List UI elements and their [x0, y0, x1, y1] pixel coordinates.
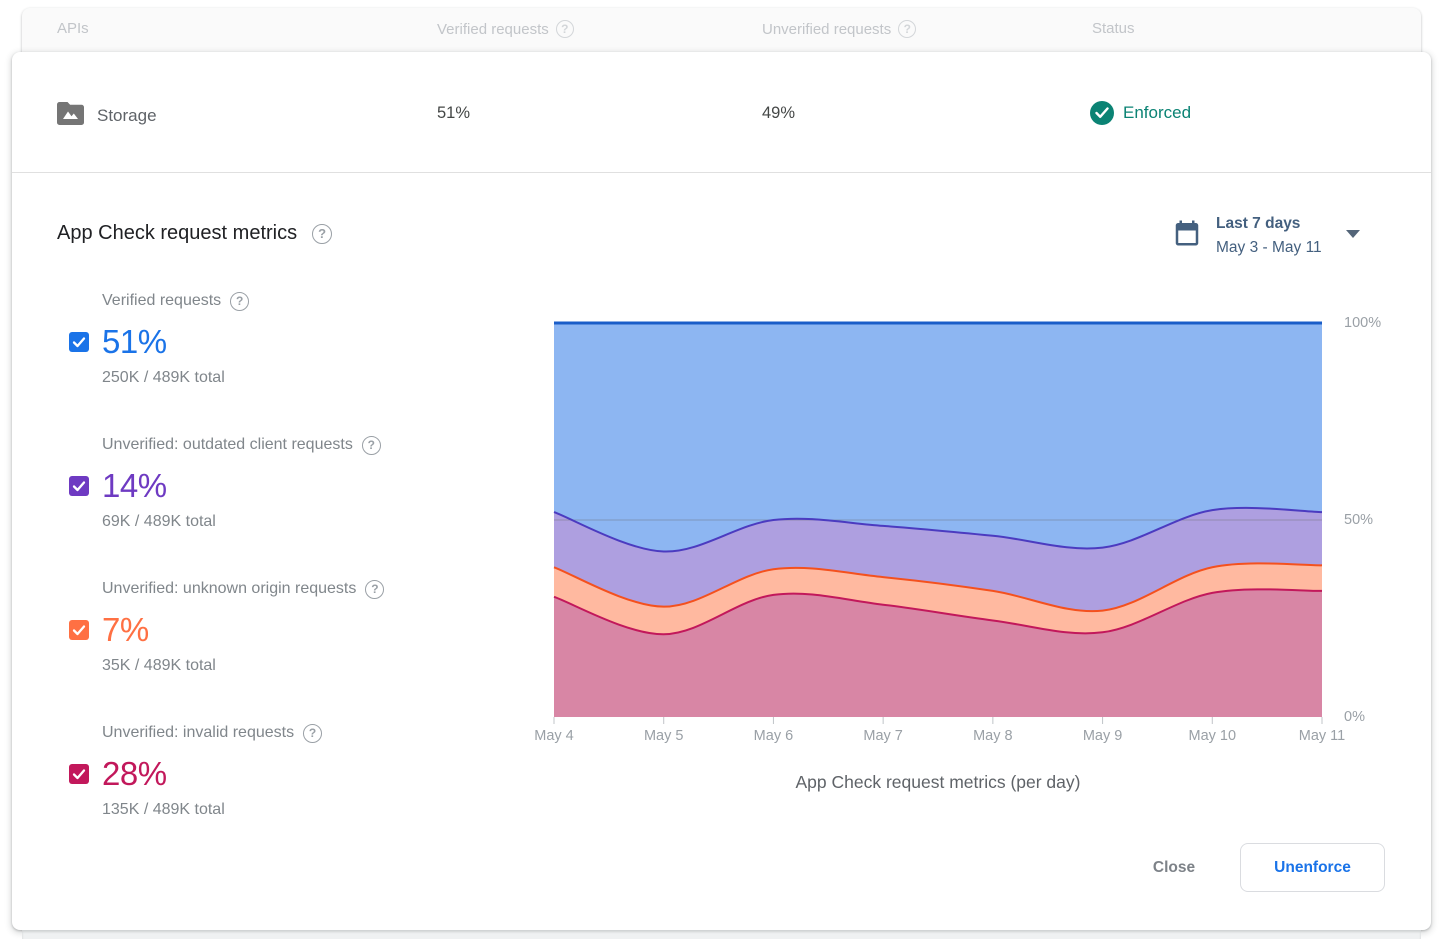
x-axis-label: May 8 — [973, 728, 1013, 744]
legend-label: Unverified: outdated client requests — [102, 436, 353, 453]
calendar-icon — [1172, 218, 1202, 253]
checkbox-invalid[interactable] — [69, 764, 89, 784]
table-bottom-strip — [22, 930, 1421, 939]
chevron-down-icon — [1345, 230, 1360, 238]
legend-percent: 28% — [102, 755, 167, 792]
x-axis-label: May 5 — [643, 728, 684, 744]
api-details-card: Storage 51% 49% Enforced App Check reque… — [12, 52, 1431, 930]
checkbox-outdated-client[interactable] — [69, 476, 89, 496]
help-icon: ? — [555, 20, 574, 38]
status-badge: Enforced — [1090, 101, 1191, 125]
legend-total: 250K / 489K total — [102, 369, 225, 386]
date-range-dates: May 3 - May 11 — [1216, 239, 1322, 256]
checkbox-unknown-origin[interactable] — [69, 620, 89, 640]
x-axis-labels: May 4 May 5 May 6 May 7 May 8 May 9 May 10 May … — [534, 728, 1345, 748]
divider — [12, 172, 1431, 173]
legend-item-unknown-origin: Unverified: unknown origin requests ? 7%… — [69, 578, 509, 676]
legend-label: Unverified: unknown origin requests — [102, 580, 357, 597]
x-axis-label: May 10 — [1188, 728, 1237, 744]
y-axis-labels: 0% 50% 100% — [1344, 315, 1404, 725]
x-axis-label: May 6 — [753, 728, 794, 744]
help-icon[interactable]: ? — [365, 579, 385, 599]
legend-percent: 7% — [102, 611, 149, 648]
x-axis-label: May 7 — [863, 728, 903, 744]
help-icon[interactable]: ? — [361, 435, 381, 455]
date-range-label: Last 7 days — [1216, 215, 1301, 232]
api-table-header: APIs Verified requests ? Unverified requ… — [22, 8, 1421, 55]
api-name: Storage — [97, 106, 157, 125]
help-icon[interactable]: ? — [312, 223, 333, 244]
x-axis-label: May 4 — [534, 728, 574, 744]
legend-total: 135K / 489K total — [102, 801, 225, 818]
stacked-area-chart — [553, 321, 1323, 724]
legend-item-invalid: Unverified: invalid requests ? 28% 135K … — [69, 722, 509, 820]
column-header-verified-requests: Verified requests ? — [437, 20, 574, 38]
y-axis-label: 50% — [1344, 512, 1374, 528]
help-icon[interactable]: ? — [303, 723, 323, 743]
chart-caption: App Check request metrics (per day) — [795, 772, 1081, 792]
column-header-unverified-requests: Unverified requests ? — [762, 20, 917, 38]
unenforce-button[interactable]: Unenforce — [1240, 843, 1385, 892]
column-header-status: Status — [1092, 20, 1135, 37]
unverified-requests-value: 49% — [762, 104, 796, 122]
column-header-apis: APIs — [57, 20, 89, 37]
date-range-picker[interactable]: Last 7 days May 3 - May 11 — [1172, 212, 1360, 260]
verified-requests-value: 51% — [437, 104, 471, 122]
legend-label: Unverified: invalid requests — [102, 724, 295, 741]
storage-icon — [57, 102, 84, 130]
section-title: App Check request metrics — [57, 222, 298, 244]
y-axis-label: 100% — [1344, 315, 1382, 331]
legend-percent: 51% — [102, 323, 167, 360]
close-button[interactable]: Close — [1124, 846, 1224, 890]
legend-label: Verified requests — [102, 292, 222, 309]
y-axis-label: 0% — [1344, 709, 1365, 725]
legend-item-outdated-client: Unverified: outdated client requests ? 1… — [69, 434, 509, 532]
legend-total: 69K / 489K total — [102, 513, 216, 530]
legend-item-verified: Verified requests ? 51% 250K / 489K tota… — [69, 290, 509, 388]
checkbox-verified[interactable] — [69, 332, 89, 352]
x-axis-label: May 11 — [1298, 728, 1346, 744]
x-axis-label: May 9 — [1082, 728, 1123, 744]
legend-total: 35K / 489K total — [102, 657, 216, 674]
legend-percent: 14% — [102, 467, 167, 504]
help-icon: ? — [898, 20, 917, 38]
enforced-check-icon — [1090, 101, 1114, 125]
status-label: Enforced — [1123, 103, 1192, 122]
help-icon[interactable]: ? — [230, 291, 250, 311]
